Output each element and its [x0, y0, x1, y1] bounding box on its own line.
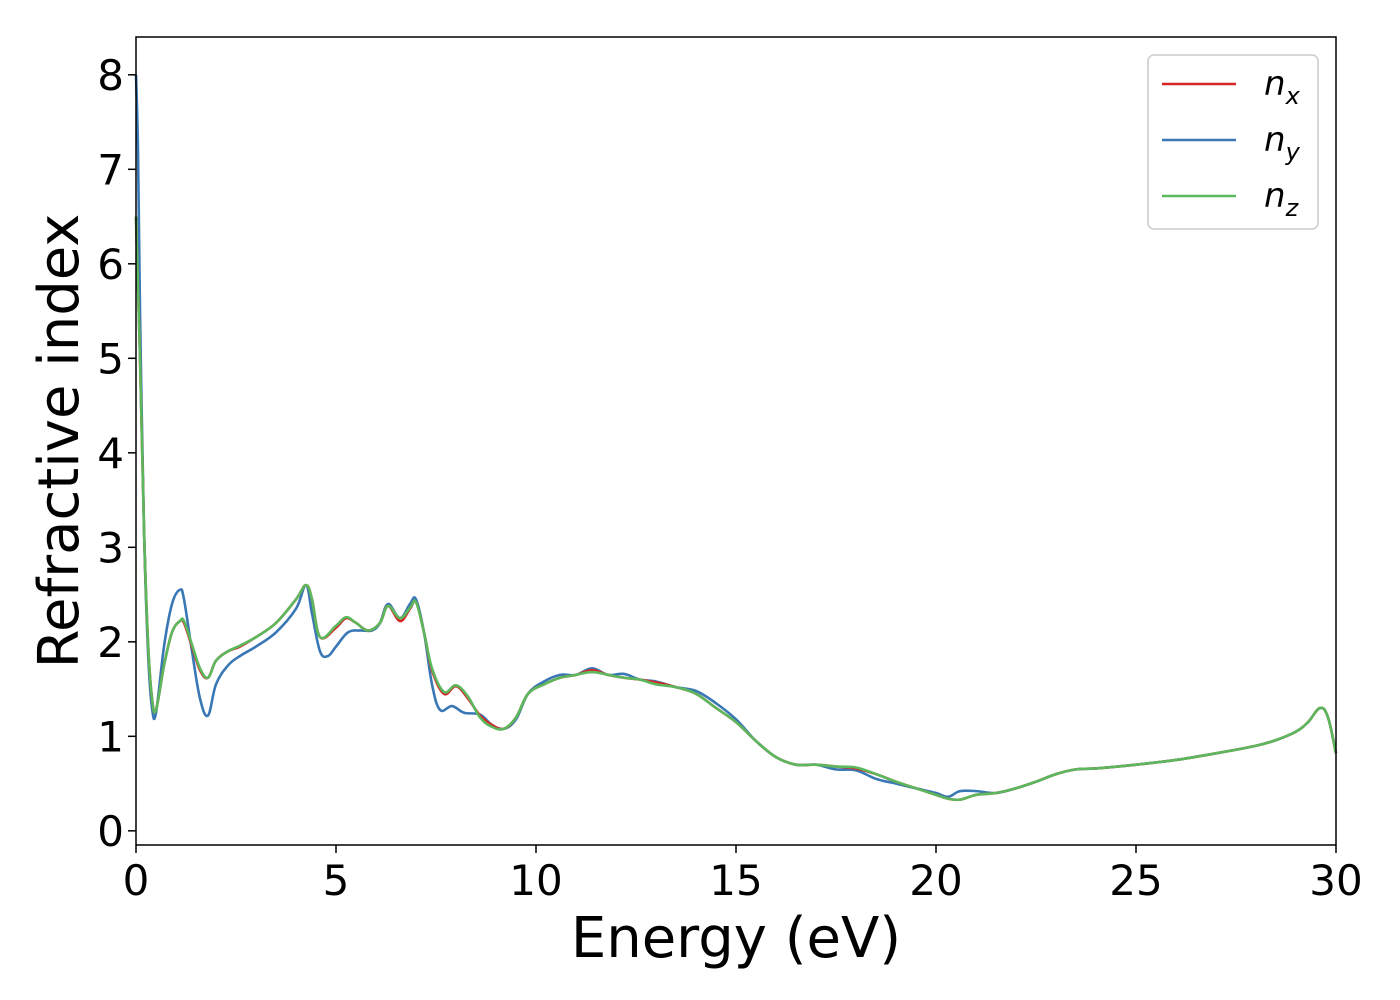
series-layer [134, 74, 1338, 802]
legend-label-base: n [1264, 176, 1286, 216]
series-line-x [134, 216, 1338, 802]
x-tick-label: 5 [323, 856, 350, 905]
y-tick-label: 5 [97, 334, 124, 383]
x-tick-label: 0 [123, 856, 150, 905]
y-tick-label: 6 [97, 240, 124, 289]
y-tick-label: 2 [97, 618, 124, 667]
y-tick-label: 4 [97, 429, 124, 478]
legend-label-z: nz [1264, 176, 1300, 222]
y-tick-label: 1 [97, 712, 124, 761]
legend-label-base: n [1264, 64, 1286, 104]
y-axis-title: Refractive index [27, 214, 92, 669]
legend-label-x: nx [1264, 64, 1301, 110]
legend-label-subscript: x [1285, 82, 1301, 110]
legend-label-subscript: y [1285, 138, 1301, 166]
y-tick-label: 0 [97, 807, 124, 856]
x-axis-title: Energy (eV) [571, 906, 901, 971]
x-tick-label: 30 [1309, 856, 1362, 905]
y-tick-label: 7 [97, 145, 124, 194]
x-tick-label: 25 [1109, 856, 1162, 905]
x-axis: 0 5 10 15 20 25 30 [123, 845, 1363, 905]
x-tick-label: 10 [509, 856, 562, 905]
x-tick-label: 20 [909, 856, 962, 905]
y-tick-label: 3 [97, 523, 124, 572]
series-line-z [134, 216, 1338, 802]
legend-box [1147, 54, 1319, 230]
y-axis: 0 1 2 3 4 5 6 7 8 [97, 51, 136, 856]
legend-label-y: ny [1264, 120, 1301, 166]
x-tick-label: 15 [709, 856, 762, 905]
legend-label-base: n [1264, 120, 1286, 160]
legend-label-subscript: z [1285, 194, 1300, 222]
y-tick-label: 8 [97, 51, 124, 100]
